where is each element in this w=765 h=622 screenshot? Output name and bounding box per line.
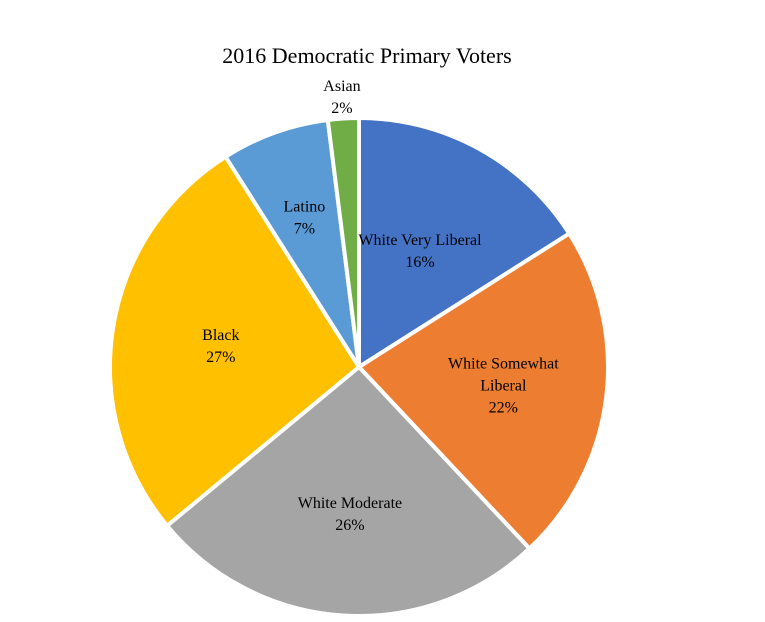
pie-label-white-moderate: White Moderate 26% [298, 495, 402, 534]
pie-slice-white-very-liberal [357, 115, 572, 371]
pie-label-name: White Very Liberal [358, 232, 482, 249]
chart-title: 2016 Democratic Primary Voters [222, 43, 511, 68]
pie-labels: White Very Liberal 16% White Somewhat Liber… [202, 78, 559, 534]
pie-label-value: 7% [294, 220, 315, 237]
pie-slice-white-moderate [164, 364, 533, 618]
pie-label-name: Liberal [480, 377, 527, 394]
pie-label-white-very-liberal: White Very Liberal 16% [358, 232, 482, 271]
pie-label-value: 26% [335, 517, 364, 534]
pie-label-value: 16% [405, 254, 434, 271]
pie-slice-black [108, 154, 362, 529]
pie-slice-asian [325, 115, 361, 368]
pie-slice-latino [222, 117, 361, 369]
pie-label-name: Black [202, 327, 239, 344]
pie-slice-white-somewhat-liberal [355, 230, 610, 552]
pie-label-name: Latino [284, 198, 326, 215]
pie-label-name: White Moderate [298, 495, 402, 512]
pie-slices [108, 115, 610, 618]
pie-label-value: 2% [331, 100, 352, 117]
pie-label-value: 27% [206, 349, 235, 366]
pie-label-latino: Latino 7% [284, 198, 326, 237]
pie-label-value: 22% [489, 399, 518, 416]
pie-label-asian: Asian 2% [323, 78, 360, 117]
pie-label-white-somewhat-liberal: White Somewhat Liberal 22% [448, 355, 559, 416]
pie-label-black: Black 27% [202, 327, 239, 366]
pie-label-name: White Somewhat [448, 355, 559, 372]
pie-label-name: Asian [323, 78, 360, 95]
